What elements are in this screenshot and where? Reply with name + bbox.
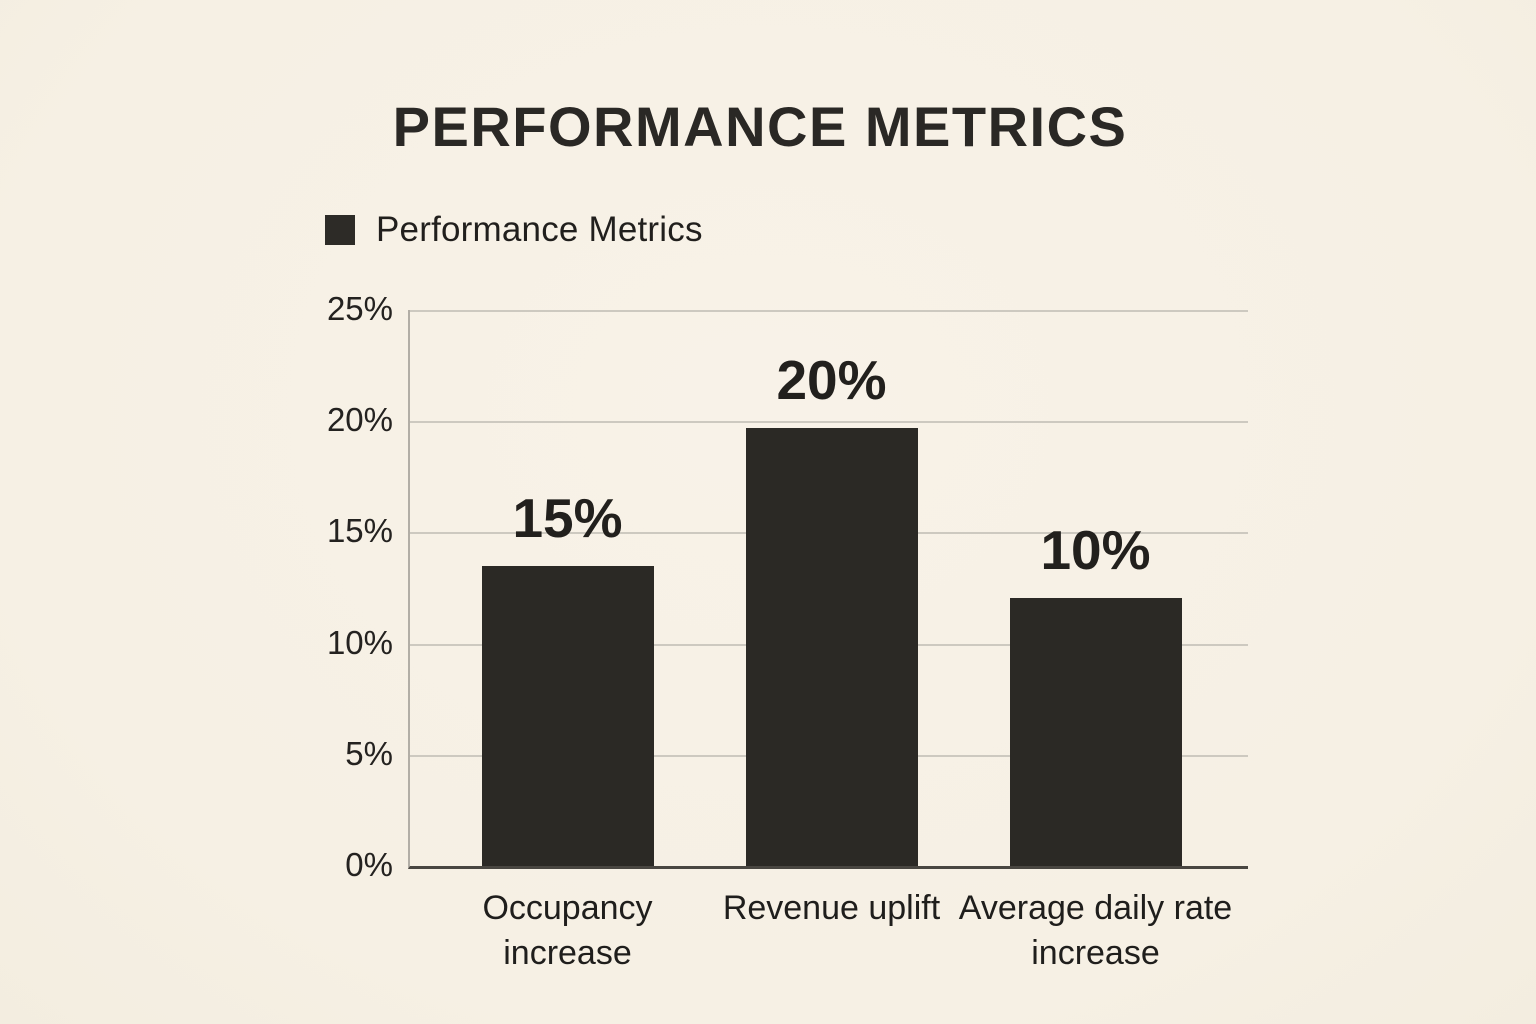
chart-title: PERFORMANCE METRICS <box>392 95 1128 158</box>
x-axis-category-label: Occupancy increase <box>482 889 653 973</box>
plot-area: 25% 20% 15% 10% 5% 0% 15% Occupancy increase 20%… <box>327 290 1248 972</box>
y-axis-tick-label: 25% <box>326 290 393 328</box>
y-axis-tick-label: 20% <box>326 401 393 439</box>
bar-value-label: 20% <box>776 348 887 411</box>
legend: Performance Metrics <box>325 210 703 250</box>
gridline-25 <box>410 310 1248 312</box>
y-axis-tick-label: 0% <box>345 846 393 884</box>
bar-occupancy-increase <box>481 565 654 866</box>
bar-average-daily-rate-increase <box>1009 598 1182 866</box>
bar-value-label: 10% <box>1040 519 1151 582</box>
bar-revenue-uplift <box>745 427 918 866</box>
x-axis-category-label: Revenue uplift <box>722 889 941 927</box>
bar-value-label: 15% <box>512 486 623 549</box>
legend-label: Performance Metrics <box>376 210 703 249</box>
legend-swatch-icon <box>325 215 355 245</box>
y-axis-tick-label: 5% <box>345 735 393 773</box>
y-axis-tick-label: 15% <box>326 512 393 550</box>
gridline-20 <box>410 421 1248 424</box>
y-axis-tick-label: 10% <box>326 623 393 661</box>
x-axis-category-label: Average daily rate increase <box>958 889 1233 973</box>
